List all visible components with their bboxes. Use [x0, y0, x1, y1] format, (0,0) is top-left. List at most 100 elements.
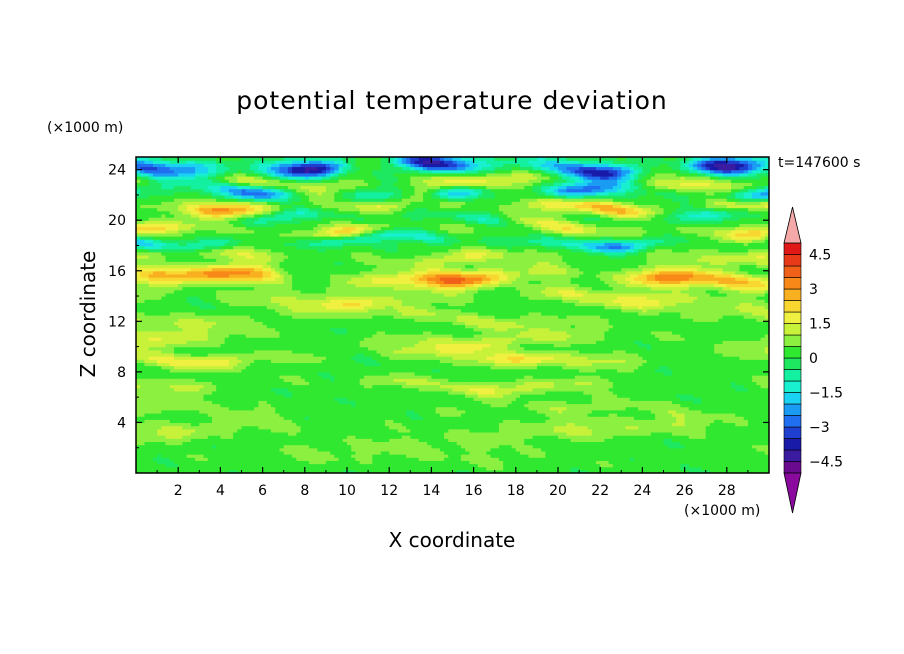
contour-cell [507, 412, 513, 417]
contour-cell [359, 419, 365, 424]
contour-cell [456, 447, 462, 452]
contour-cell [574, 441, 580, 446]
contour-cell [220, 466, 226, 471]
contour-cell [617, 431, 622, 436]
contour-cell [418, 469, 424, 473]
contour-cell [296, 431, 302, 436]
contour-cell [465, 438, 470, 442]
contour-cell [655, 463, 660, 468]
contour-cell [680, 466, 686, 471]
contour-cell [693, 409, 698, 414]
contour-cell [233, 463, 238, 468]
contour-cell [494, 435, 500, 439]
contour-cell [731, 447, 736, 452]
contour-cell [528, 416, 534, 420]
contour-cell [376, 460, 382, 465]
contour-cell [418, 460, 424, 465]
contour-cell [283, 431, 289, 436]
contour-cell [617, 409, 622, 414]
contour-cell [469, 425, 475, 430]
contour-cell [612, 403, 618, 408]
contour-cell [764, 444, 769, 449]
contour-cell [722, 450, 728, 455]
contour-cell [726, 441, 732, 446]
contour-cell [448, 438, 454, 442]
contour-cell [304, 431, 310, 436]
contour-cell [136, 400, 141, 405]
contour-cell [422, 428, 428, 433]
contour-cell [448, 400, 454, 405]
contour-cell [494, 400, 500, 405]
contour-cell [705, 406, 711, 411]
contour-cell [452, 425, 458, 430]
contour-cell [659, 431, 665, 436]
contour-cell [359, 469, 365, 473]
contour-cell [207, 422, 213, 427]
contour-cell [709, 454, 715, 458]
contour-cell [195, 409, 200, 414]
contour-cell [195, 400, 200, 405]
contour-cell [731, 419, 736, 424]
contour-cell [642, 409, 648, 414]
contour-cell [536, 435, 542, 439]
contour-cell [655, 409, 660, 414]
contour-cell [638, 457, 643, 461]
contour-cell [173, 419, 179, 424]
contour-cell [182, 450, 188, 455]
contour-cell [680, 454, 686, 458]
contour-cell [743, 460, 749, 465]
contour-cell [735, 428, 741, 433]
contour-cell [743, 406, 749, 411]
contour-cell [545, 431, 551, 436]
contour-cell [414, 463, 420, 468]
contour-cell [359, 422, 365, 427]
contour-cell [444, 450, 449, 455]
contour-cell [439, 460, 445, 465]
contour-cell [380, 419, 386, 424]
contour-cell [173, 428, 179, 433]
contour-cell [422, 416, 428, 420]
contour-cell [465, 466, 470, 471]
contour-cell [266, 419, 272, 424]
contour-cell [321, 457, 327, 461]
contour-cell [355, 463, 361, 468]
contour-cell [414, 438, 420, 442]
contour-cell [359, 412, 365, 417]
contour-cell [532, 416, 538, 420]
contour-cell [709, 447, 715, 452]
contour-cell [743, 428, 749, 433]
contour-cell [157, 422, 162, 427]
contour-cell [389, 460, 395, 465]
contour-cell [490, 409, 496, 414]
contour-cell [330, 425, 335, 430]
contour-cell [756, 409, 762, 414]
contour-cell [342, 400, 348, 405]
contour-cell [283, 406, 289, 411]
contour-cell [266, 450, 272, 455]
contour-cell [427, 431, 432, 436]
contour-cell [427, 450, 432, 455]
contour-cell [292, 447, 297, 452]
contour-cell [228, 416, 234, 420]
contour-cell [642, 469, 648, 473]
contour-cell [165, 403, 171, 408]
contour-cell [271, 463, 276, 468]
contour-cell [347, 435, 352, 439]
contour-cell [494, 431, 500, 436]
contour-cell [490, 419, 496, 424]
contour-cell [203, 422, 209, 427]
contour-cell [287, 403, 293, 408]
contour-cell [465, 457, 470, 461]
contour-cell [524, 409, 530, 414]
contour-cell [203, 447, 209, 452]
contour-cell [148, 400, 154, 405]
contour-cell [503, 441, 508, 446]
contour-cell [249, 422, 255, 427]
contour-cell [503, 447, 508, 452]
contour-cell [372, 444, 378, 449]
contour-cell [254, 431, 259, 436]
contour-cell [422, 419, 428, 424]
contour-cell [317, 447, 323, 452]
contour-cell [490, 400, 496, 405]
contour-cell [718, 419, 724, 424]
